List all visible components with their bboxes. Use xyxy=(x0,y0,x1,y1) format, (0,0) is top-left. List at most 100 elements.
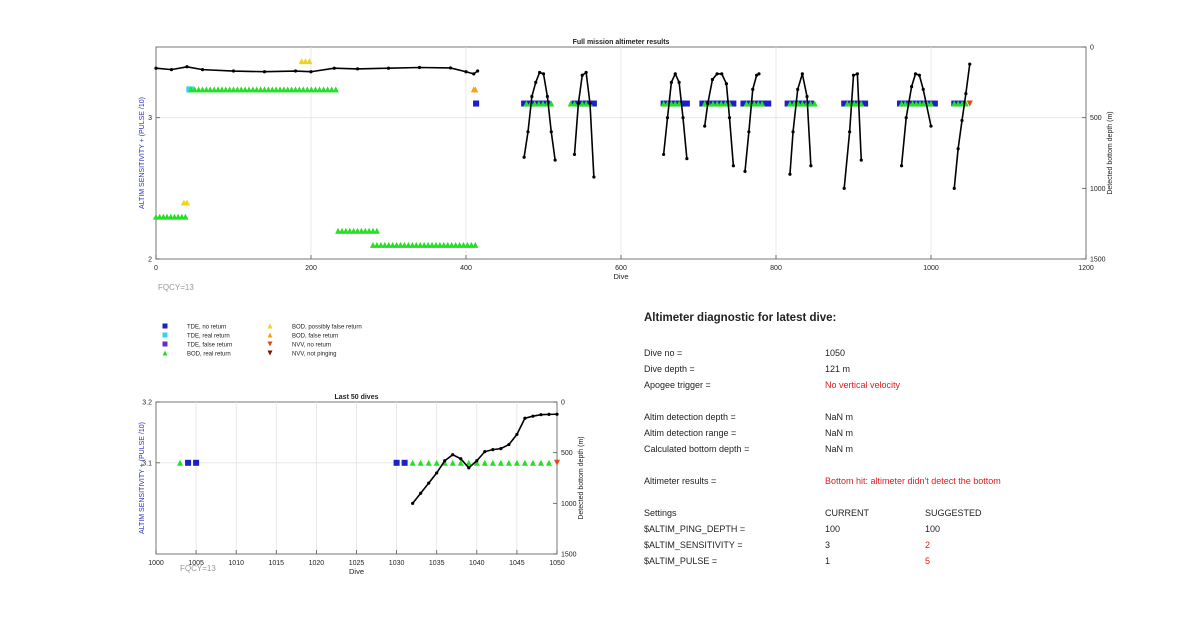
depth-point xyxy=(293,69,298,73)
depth-point xyxy=(910,84,914,89)
depth-trace-flat xyxy=(155,65,479,75)
depth-point xyxy=(515,432,519,437)
y-right-axis-label: Detected bottom depth (m) xyxy=(1107,111,1114,194)
dive-depth-label: Dive depth = xyxy=(644,364,695,374)
marker-triangle-up xyxy=(215,86,221,93)
marker-triangle-up xyxy=(759,100,766,107)
marker-triangle-up xyxy=(672,100,679,107)
marker-triangle-up xyxy=(265,86,272,93)
depth-point xyxy=(491,448,495,452)
x-tick-label: 0 xyxy=(154,265,158,272)
y-right-tick-label: 1000 xyxy=(1090,186,1106,193)
marker-triangle-up xyxy=(432,241,439,248)
marker-triangle-up xyxy=(811,100,818,107)
depth-point xyxy=(968,62,972,66)
marker-triangle-up xyxy=(421,241,428,248)
marker-triangle-up xyxy=(425,459,432,466)
depth-point xyxy=(169,68,174,72)
depth-point xyxy=(576,101,580,106)
depth-point xyxy=(475,459,479,463)
y-left-tick-label: 3.2 xyxy=(142,400,152,407)
marker-triangle-up xyxy=(436,241,443,248)
depth-point xyxy=(921,87,925,91)
marker-triangle-up xyxy=(521,459,528,466)
marker-triangle-up xyxy=(397,241,404,248)
marker-square xyxy=(525,100,531,107)
x-tick-label: 1010 xyxy=(228,560,244,567)
depth-point xyxy=(355,67,360,71)
depth-point xyxy=(523,416,527,420)
marker-square xyxy=(590,100,597,107)
depth-point xyxy=(706,101,710,106)
setting-ping-depth-name: $ALTIM_PING_DEPTH = xyxy=(644,524,746,534)
setting-ping-depth-suggested: 100 xyxy=(925,524,941,534)
depth-point xyxy=(464,70,468,74)
depth-point xyxy=(929,124,933,128)
depth-point xyxy=(472,72,476,76)
marker-triangle-up xyxy=(304,86,311,93)
marker-triangle-up xyxy=(203,86,210,93)
marker-triangle-up xyxy=(328,86,335,93)
marker-triangle-up xyxy=(284,86,291,93)
y-left-tick-label: 2 xyxy=(148,257,152,264)
detection-range-label: Altim detection range = xyxy=(644,428,737,438)
x-axis-label: Dive xyxy=(349,567,364,576)
depth-point xyxy=(703,124,707,128)
depth-point xyxy=(665,116,670,120)
depth-point xyxy=(964,92,968,96)
depth-point xyxy=(386,66,391,70)
marker-triangle-up xyxy=(195,86,202,93)
depth-point xyxy=(580,73,584,77)
x-tick-label: 1200 xyxy=(1078,265,1094,272)
marker-square xyxy=(730,100,737,107)
marker-triangle-up xyxy=(306,58,313,65)
fqcy-annotation: FQCY=13 xyxy=(180,564,216,573)
marker-triangle-up xyxy=(222,86,229,93)
depth-point xyxy=(443,459,447,463)
x-tick-label: 400 xyxy=(460,265,472,272)
depth-point xyxy=(809,164,813,168)
marker-triangle-up xyxy=(385,241,392,248)
depth-point xyxy=(796,87,800,91)
depth-point xyxy=(526,130,530,134)
marker-triangle-up xyxy=(951,100,958,107)
marker-triangle-up xyxy=(449,459,456,466)
suggested-header: SUGGESTED xyxy=(925,508,982,518)
marker-triangle-up xyxy=(751,100,758,107)
marker-triangle-down xyxy=(966,100,973,107)
marker-square xyxy=(521,100,528,107)
depth-point xyxy=(417,65,422,70)
legend-label: NVV, not pinging xyxy=(292,352,336,358)
depth-point xyxy=(507,442,511,447)
depth-point xyxy=(411,501,415,505)
marker-triangle-up xyxy=(187,86,194,93)
depth-point xyxy=(743,169,747,173)
depth-point xyxy=(584,70,588,75)
x-tick-label: 1050 xyxy=(549,560,565,567)
y-left-tick-label: 3.1 xyxy=(142,460,152,467)
marker-triangle-up xyxy=(535,100,542,107)
chart-title: Full mission altimeter results xyxy=(573,39,670,46)
apogee-trigger-label: Apogee trigger = xyxy=(644,380,711,390)
depth-point xyxy=(724,82,729,86)
marker-triangle-up xyxy=(300,86,307,93)
settings-label: Settings xyxy=(644,508,677,518)
marker-triangle-up xyxy=(433,459,440,466)
depth-point xyxy=(842,186,846,190)
y-right-tick-label: 500 xyxy=(561,450,573,457)
marker-triangle-up xyxy=(377,241,384,248)
depth-point xyxy=(332,66,336,70)
depth-point xyxy=(309,70,313,74)
calculated-bottom-label: Calculated bottom depth = xyxy=(644,444,750,454)
marker-triangle-up xyxy=(350,227,357,234)
x-tick-label: 1000 xyxy=(923,265,939,272)
x-tick-label: 1045 xyxy=(509,560,525,567)
marker-triangle-up xyxy=(292,86,299,93)
depth-point xyxy=(435,471,439,475)
marker-triangle-up xyxy=(335,227,342,234)
marker-triangle-up xyxy=(269,86,276,93)
legend-marker xyxy=(267,323,273,329)
marker-triangle-up xyxy=(786,100,793,107)
x-tick-label: 1025 xyxy=(349,560,365,567)
